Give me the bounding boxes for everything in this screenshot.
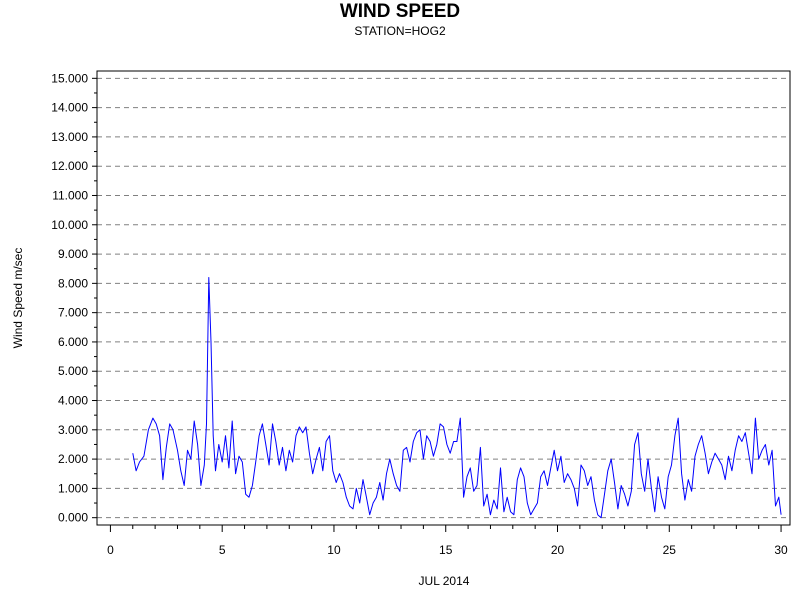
y-tick-label: 2.000 [58, 452, 88, 466]
y-tick-label: 0.000 [58, 511, 88, 525]
y-tick-label: 5.000 [58, 364, 88, 378]
y-tick-label: 11.000 [52, 188, 88, 202]
y-tick-label: 8.000 [58, 276, 88, 290]
x-tick-label: 20 [551, 543, 565, 557]
x-axis: 0 5 10 15 20 25 30 [107, 525, 788, 557]
x-tick-label: 15 [439, 543, 453, 557]
y-tick-label: 1.000 [58, 481, 88, 495]
x-tick-label: 5 [219, 543, 226, 557]
x-tick-label: 0 [107, 543, 114, 557]
chart-subtitle: STATION=HOG2 [354, 24, 446, 38]
x-tick-label: 10 [327, 543, 341, 557]
y-tick-label: 7.000 [58, 306, 88, 320]
y-tick-label: 13.000 [51, 130, 88, 144]
series-line [132, 277, 782, 519]
y-tick-label: 12.000 [51, 159, 88, 173]
x-axis-label: JUL 2014 [419, 574, 470, 588]
series-group [132, 277, 782, 519]
grid-lines [97, 77, 790, 519]
y-tick-label: 6.000 [58, 335, 88, 349]
y-tick-label: 9.000 [58, 247, 88, 261]
chart-title: WIND SPEED [340, 1, 460, 22]
y-axis: 0.000 1.000 2.000 3.000 4.000 5.000 6.000 7.000… [51, 71, 97, 525]
x-tick-label: 30 [774, 543, 788, 557]
y-tick-label: 15.000 [51, 71, 88, 85]
y-tick-label: 4.000 [58, 394, 88, 408]
x-tick-label: 25 [663, 543, 677, 557]
y-tick-label: 14.000 [51, 101, 88, 115]
y-tick-label: 3.000 [58, 423, 88, 437]
y-tick-label: 10.000 [51, 218, 88, 232]
plot-frame [96, 70, 791, 526]
y-axis-label: Wind Speed m/sec [11, 248, 25, 349]
